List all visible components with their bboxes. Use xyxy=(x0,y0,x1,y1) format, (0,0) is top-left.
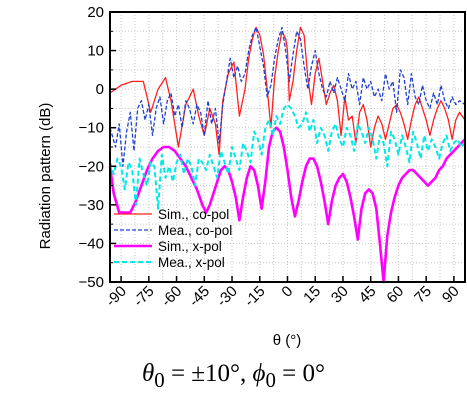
x-axis-label: θ (°) xyxy=(273,332,302,349)
x-tick-label: -45 xyxy=(186,283,213,310)
legend-entry: Mea., co-pol xyxy=(158,223,232,238)
x-tick-label: -30 xyxy=(214,283,241,310)
caption-theta-subscript: 0 xyxy=(154,368,165,392)
x-tick-label: 60 xyxy=(383,283,407,307)
x-tick-label: 45 xyxy=(356,283,380,307)
caption-end: = 0° xyxy=(275,360,325,387)
y-tick-label: 0 xyxy=(96,81,104,98)
y-tick-label: −40 xyxy=(79,235,104,252)
series-line-sim-co-pol xyxy=(109,26,466,156)
x-tick-label: -15 xyxy=(241,283,268,310)
y-tick-label: 10 xyxy=(87,43,104,60)
x-tick-label: 75 xyxy=(411,283,435,307)
caption-theta: θ xyxy=(141,360,155,387)
x-tick-label: -90 xyxy=(103,283,130,310)
chart-caption: θ0 = ±10°, ϕ0 = 0° xyxy=(0,360,467,393)
x-tick-label: -75 xyxy=(130,283,157,310)
series-line-mea-x-pol xyxy=(109,103,466,210)
x-tick-label: 30 xyxy=(328,283,352,307)
x-tick-label: -60 xyxy=(158,283,185,310)
legend-entry: Sim., co-pol xyxy=(158,207,229,222)
series-line-mea-co-pol xyxy=(109,26,466,167)
series-layer xyxy=(108,26,466,284)
caption-mid: = ±10°, xyxy=(164,360,253,387)
caption-phi: ϕ xyxy=(252,360,266,387)
series-line-sim-x-pol xyxy=(108,126,466,284)
y-tick-label: −10 xyxy=(79,120,104,137)
y-axis-label: Radiation pattern (dB) xyxy=(37,103,54,250)
x-tick-label: 90 xyxy=(439,283,463,307)
x-tick-label: 0 xyxy=(278,283,296,301)
x-tick-label: 15 xyxy=(300,283,324,307)
y-tick-label: −20 xyxy=(79,158,104,175)
y-tick-label: 20 xyxy=(87,4,104,21)
y-tick-label: −50 xyxy=(79,274,104,291)
legend-entry: Mea., x-pol xyxy=(158,255,225,270)
legend-entry: Sim., x-pol xyxy=(158,239,222,254)
y-tick-label: −30 xyxy=(79,197,104,214)
caption-phi-subscript: 0 xyxy=(265,368,276,392)
y-axis-ticks: 20 10 0 −10 −20 −30 −40 −50 xyxy=(79,4,116,291)
